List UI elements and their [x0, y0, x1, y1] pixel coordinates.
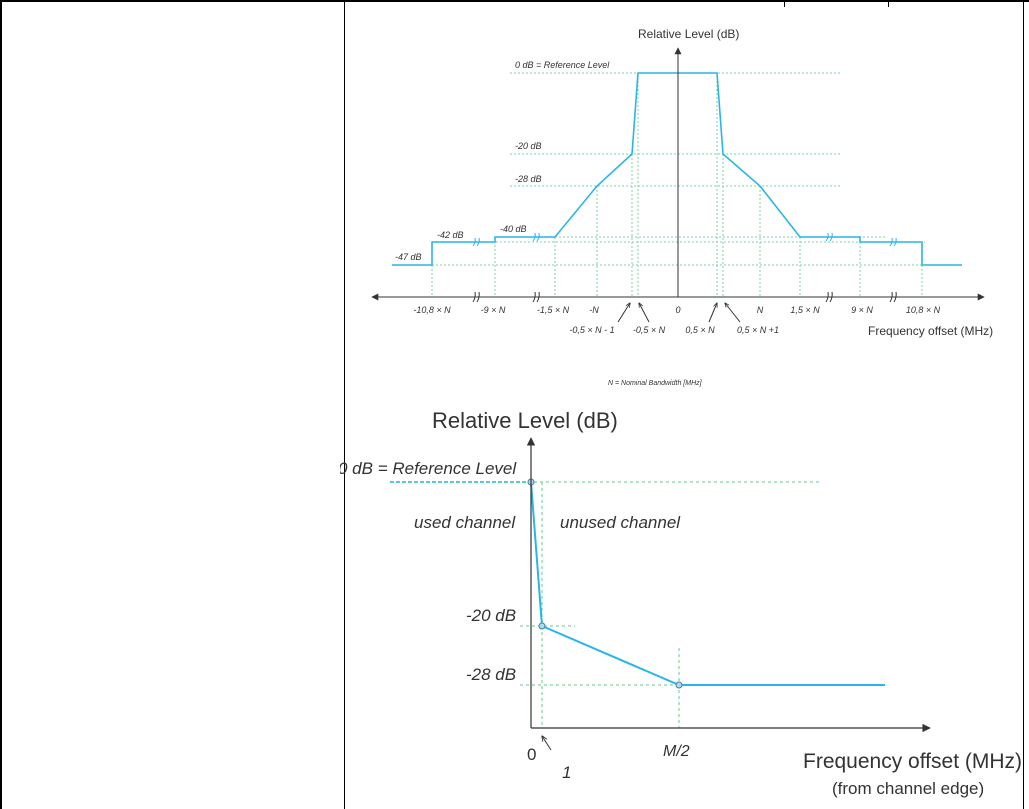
- fig1-footnote: N = Nominal Bandwidth [MHz]: [608, 380, 703, 387]
- fig1-x-axis-title: Frequency offset (MHz): [868, 324, 993, 338]
- fig2-m20-label: -20 dB: [466, 606, 516, 625]
- fig1-x-pos9: 9 × N: [851, 305, 873, 315]
- table-header-tick-2: [888, 0, 889, 7]
- fig2-ref-label: 0 dB = Reference Level: [340, 459, 517, 478]
- fig1-label-m28: -28 dB: [515, 174, 542, 184]
- fig2-y-axis-title: Relative Level (dB): [432, 408, 618, 433]
- fig1-x-pos15: 1,5 × N: [790, 305, 820, 315]
- fig2-used-label: used channel: [414, 513, 516, 532]
- table-border-left: [0, 0, 2, 809]
- fig2-x-one: 1: [562, 763, 571, 782]
- mask-point-28db: [675, 681, 683, 689]
- fig1-y-axis-title: Relative Level (dB): [638, 27, 739, 41]
- fig2-m28-label: -28 dB: [466, 665, 516, 684]
- table-border-right: [1023, 0, 1024, 809]
- spectrum-mask-diagram: Relative Level (dB) 0 dB = Reference Lev…: [371, 27, 993, 387]
- fig1-label-m42: -42 dB: [437, 230, 464, 240]
- adjacent-channel-mask-diagram: Relative Level (dB) 0 dB = Reference Lev…: [340, 408, 1022, 798]
- fig1-x-posN: N: [757, 305, 764, 315]
- fig2-unused-label: unused channel: [560, 513, 681, 532]
- mask-point-20db: [538, 622, 546, 630]
- fig1-x-pos05: 0,5 × N: [685, 325, 715, 335]
- fig1-x-zero: 0: [675, 305, 680, 315]
- fig2-x-half: M/2: [663, 743, 690, 760]
- spectrum-mask-line: [392, 72, 962, 266]
- fig1-x-neg15: -1,5 × N: [537, 305, 570, 315]
- fig2-x-axis-title: Frequency offset (MHz): [803, 750, 1022, 773]
- table-header-tick-1: [784, 0, 785, 7]
- fig1-x-neg05: -0,5 × N: [633, 325, 666, 335]
- fig1-x-neg108: -10,8 × N: [413, 305, 451, 315]
- adjacent-mask-line: [530, 481, 885, 686]
- fig1-x-neg05m1: -0,5 × N - 1: [569, 325, 614, 335]
- fig1-x-neg9: -9 × N: [481, 305, 506, 315]
- fig1-x-negN: -N: [589, 305, 599, 315]
- fig1-label-m47: -47 dB: [395, 252, 422, 262]
- fig1-x-pos108: 10,8 × N: [906, 305, 941, 315]
- table-border-divider: [344, 0, 345, 809]
- fig1-label-m40: -40 dB: [500, 224, 527, 234]
- fig1-x-pos05p1: 0,5 × N +1: [737, 325, 779, 335]
- fig1-label-ref: 0 dB = Reference Level: [515, 60, 610, 70]
- fig1-label-m20: -20 dB: [515, 141, 542, 151]
- fig2-x-zero: 0: [527, 745, 536, 764]
- fig2-x-axis-subtitle: (from channel edge): [832, 779, 984, 798]
- table-border-top: [0, 0, 1029, 2]
